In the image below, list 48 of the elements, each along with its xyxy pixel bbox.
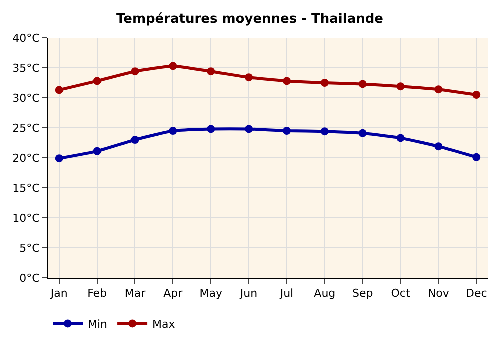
point xyxy=(358,129,367,138)
point xyxy=(55,154,64,163)
point xyxy=(169,127,178,135)
point xyxy=(93,147,102,156)
point xyxy=(131,136,140,144)
x-tick-label: Jul xyxy=(279,287,294,300)
x-tick-label: Feb xyxy=(88,287,108,300)
y-tick-label: 15°C xyxy=(12,182,40,195)
y-tick-label: 35°C xyxy=(12,62,40,75)
legend-label: Min xyxy=(88,318,108,331)
x-tick-label: Sep xyxy=(352,287,374,300)
y-tick-label: 5°C xyxy=(20,242,40,255)
point xyxy=(282,77,291,86)
point xyxy=(472,153,481,162)
y-tick-label: 25°C xyxy=(12,122,40,135)
chart-title: Températures moyennes - Thailande xyxy=(116,12,384,28)
point xyxy=(131,68,140,76)
x-tick-label: Oct xyxy=(391,287,411,300)
x-tick-label: May xyxy=(200,287,223,300)
x-tick-label: Mar xyxy=(124,287,146,300)
y-tick-label: 0°C xyxy=(20,272,40,285)
point xyxy=(93,77,102,86)
point xyxy=(396,134,405,142)
y-tick-label: 20°C xyxy=(12,152,40,165)
point xyxy=(169,62,178,70)
x-tick-label: Aug xyxy=(314,287,336,300)
point xyxy=(207,125,216,134)
point xyxy=(207,68,216,76)
point xyxy=(55,86,64,94)
x-tick-label: Apr xyxy=(164,287,184,300)
point xyxy=(434,86,443,94)
x-tick-label: Nov xyxy=(428,287,450,300)
point xyxy=(282,127,291,135)
y-tick-label: 30°C xyxy=(12,92,40,105)
point xyxy=(434,142,443,151)
y-tick-label: 10°C xyxy=(12,212,40,225)
point xyxy=(396,82,405,91)
point xyxy=(472,91,481,99)
point xyxy=(358,80,367,88)
point xyxy=(245,74,254,82)
legend-label: Max xyxy=(152,318,176,331)
y-tick-label: 40°C xyxy=(12,32,40,45)
point xyxy=(320,79,329,87)
point xyxy=(245,125,254,134)
point xyxy=(320,128,329,136)
x-tick-label: Jun xyxy=(239,287,258,300)
x-tick-label: Jan xyxy=(50,287,68,300)
x-tick-label: Dec xyxy=(466,287,488,300)
